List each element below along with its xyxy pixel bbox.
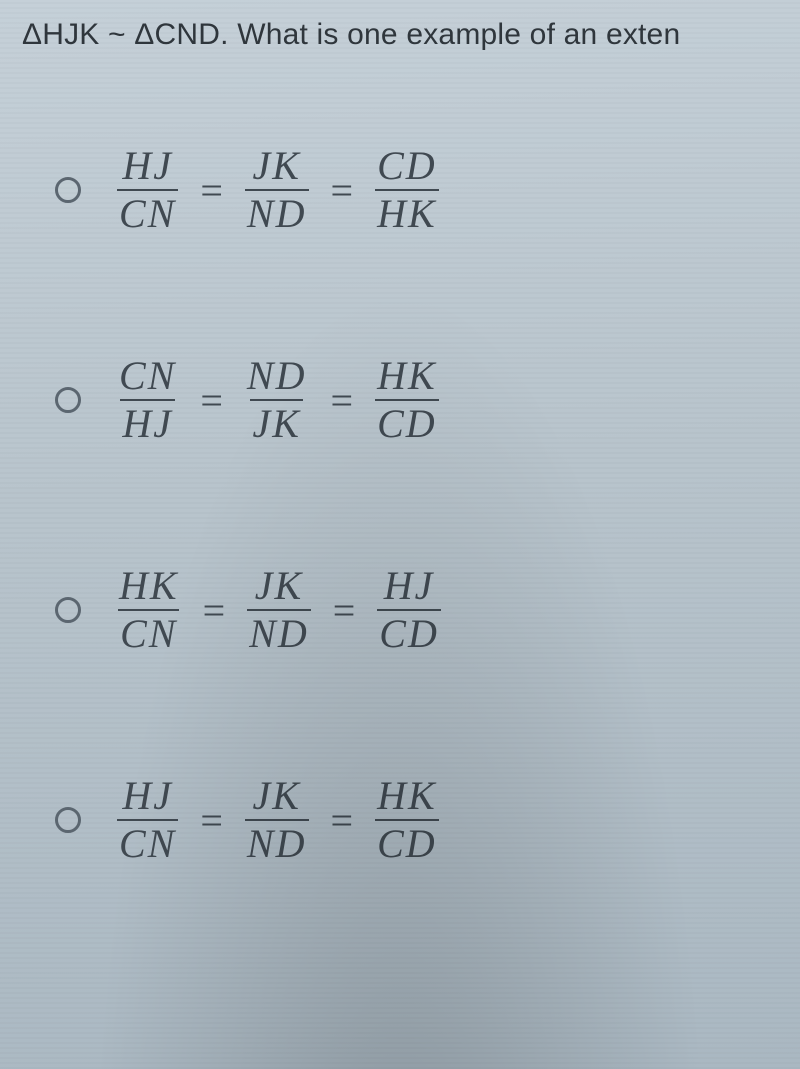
equals-sign: = bbox=[331, 797, 354, 844]
equals-sign: = bbox=[331, 377, 354, 424]
fraction: HJ CN bbox=[113, 145, 182, 235]
denominator: CN bbox=[117, 189, 178, 235]
numerator: JK bbox=[253, 565, 305, 609]
fraction: HJ CN bbox=[113, 775, 182, 865]
option-3[interactable]: HK CN = JK ND = HJ CD bbox=[55, 565, 445, 655]
fraction: CN HJ bbox=[113, 355, 182, 445]
denominator: ND bbox=[245, 819, 309, 865]
fraction: HK CD bbox=[371, 355, 443, 445]
numerator: HJ bbox=[382, 565, 437, 609]
numerator: ND bbox=[245, 355, 309, 399]
option-4[interactable]: HJ CN = JK ND = HK CD bbox=[55, 775, 445, 865]
denominator: CD bbox=[375, 399, 439, 445]
fraction: JK ND bbox=[241, 145, 313, 235]
fraction: HK CN bbox=[113, 565, 185, 655]
equals-sign: = bbox=[333, 587, 356, 634]
denominator: JK bbox=[250, 399, 302, 445]
fraction: HJ CD bbox=[373, 565, 445, 655]
denominator: ND bbox=[245, 189, 309, 235]
numerator: HJ bbox=[120, 775, 175, 819]
option-3-equation: HK CN = JK ND = HJ CD bbox=[113, 565, 445, 655]
numerator: HJ bbox=[120, 145, 175, 189]
denominator: ND bbox=[247, 609, 311, 655]
denominator: HJ bbox=[120, 399, 175, 445]
option-4-equation: HJ CN = JK ND = HK CD bbox=[113, 775, 443, 865]
question-stem: ΔHJK ~ ΔCND. What is one example of an e… bbox=[22, 18, 800, 52]
radio-icon[interactable] bbox=[55, 177, 81, 203]
denominator: CD bbox=[377, 609, 441, 655]
fraction: JK ND bbox=[241, 775, 313, 865]
equals-sign: = bbox=[200, 797, 223, 844]
options-list: HJ CN = JK ND = CD HK CN HJ = ND bbox=[55, 145, 445, 985]
equals-sign: = bbox=[331, 167, 354, 214]
option-2-equation: CN HJ = ND JK = HK CD bbox=[113, 355, 443, 445]
equals-sign: = bbox=[200, 167, 223, 214]
fraction: ND JK bbox=[241, 355, 313, 445]
fraction: JK ND bbox=[243, 565, 315, 655]
equals-sign: = bbox=[200, 377, 223, 424]
option-2[interactable]: CN HJ = ND JK = HK CD bbox=[55, 355, 445, 445]
denominator: CN bbox=[117, 819, 178, 865]
numerator: HK bbox=[375, 775, 439, 819]
radio-icon[interactable] bbox=[55, 387, 81, 413]
numerator: JK bbox=[250, 145, 302, 189]
fraction: HK CD bbox=[371, 775, 443, 865]
numerator: JK bbox=[250, 775, 302, 819]
numerator: HK bbox=[375, 355, 439, 399]
option-1[interactable]: HJ CN = JK ND = CD HK bbox=[55, 145, 445, 235]
radio-icon[interactable] bbox=[55, 597, 81, 623]
numerator: CD bbox=[375, 145, 439, 189]
fraction: CD HK bbox=[371, 145, 443, 235]
radio-icon[interactable] bbox=[55, 807, 81, 833]
option-1-equation: HJ CN = JK ND = CD HK bbox=[113, 145, 443, 235]
numerator: HK bbox=[117, 565, 181, 609]
denominator: CN bbox=[118, 609, 179, 655]
numerator: CN bbox=[117, 355, 178, 399]
denominator: HK bbox=[375, 189, 439, 235]
equals-sign: = bbox=[203, 587, 226, 634]
denominator: CD bbox=[375, 819, 439, 865]
